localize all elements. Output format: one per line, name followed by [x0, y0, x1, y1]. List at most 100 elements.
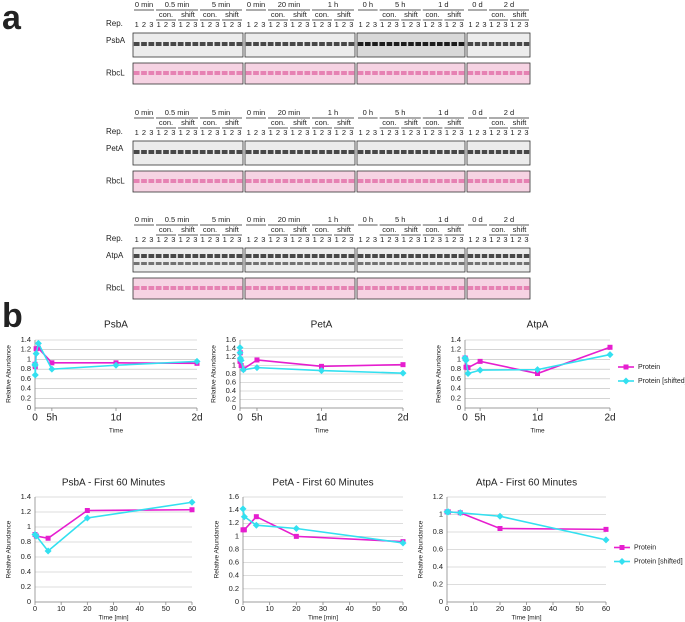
rbcl-band: [458, 179, 465, 183]
band: [221, 254, 228, 258]
rbcl-band: [319, 179, 325, 183]
condition-label: shift: [404, 225, 419, 234]
rbcl-band: [221, 71, 228, 75]
band: [422, 254, 429, 258]
band: [236, 262, 243, 265]
condition-label: con.: [382, 225, 396, 234]
time-label: 1 d: [438, 108, 448, 117]
band: [495, 42, 502, 46]
lane-label: 1: [359, 20, 363, 29]
band: [177, 42, 184, 46]
band: [523, 262, 530, 265]
band: [348, 150, 355, 154]
series-line: [447, 511, 607, 541]
rbcl-band: [341, 286, 347, 290]
band: [437, 254, 443, 258]
band: [341, 254, 347, 258]
band: [408, 254, 414, 258]
band: [415, 254, 421, 258]
band: [207, 254, 213, 258]
time-label: 5 h: [395, 0, 405, 9]
rbcl-band: [304, 286, 311, 290]
rbcl-band: [333, 71, 340, 75]
band: [177, 254, 184, 258]
lane-label: 2: [320, 20, 324, 29]
marker: [399, 539, 407, 547]
band: [458, 42, 465, 46]
band: [245, 42, 252, 46]
band: [253, 262, 259, 265]
rbcl-band: [379, 179, 385, 183]
lane-label: 1: [135, 128, 139, 137]
marker: [239, 366, 247, 374]
marker: [239, 505, 247, 513]
band: [326, 42, 333, 46]
rbcl-band: [148, 286, 155, 290]
lane-label: 1: [359, 235, 363, 244]
band: [401, 254, 407, 258]
rbcl-band: [260, 286, 267, 290]
rbcl-band: [401, 179, 407, 183]
rbcl-band: [451, 286, 457, 290]
band: [326, 262, 333, 265]
x-tick-label: 5h: [251, 413, 262, 424]
rbcl-band: [467, 71, 474, 75]
lane-label: 2: [254, 128, 258, 137]
band: [199, 254, 206, 258]
marker: [34, 339, 42, 347]
band: [170, 262, 177, 265]
band: [155, 254, 162, 258]
band: [516, 150, 523, 154]
lane-label: 3: [149, 235, 153, 244]
lane-label: 2: [452, 20, 456, 29]
band: [365, 262, 371, 265]
time-label: 0 min: [247, 0, 265, 9]
band: [429, 262, 436, 265]
marker: [44, 547, 52, 555]
time-label: 1 d: [438, 0, 448, 9]
band: [148, 262, 155, 265]
lane-label: 1: [359, 128, 363, 137]
rbcl-band: [467, 179, 474, 183]
rbcl-band: [170, 71, 177, 75]
lane-label: 2: [431, 20, 435, 29]
x-tick-label: 2d: [191, 413, 202, 424]
rbcl-band: [415, 71, 421, 75]
band: [245, 254, 252, 258]
band: [502, 42, 509, 46]
condition-label: con.: [491, 10, 505, 19]
marker: [236, 349, 244, 357]
band: [437, 150, 443, 154]
lane-label: 1: [269, 128, 273, 137]
band: [467, 150, 474, 154]
y-tick-label: 0.6: [433, 544, 443, 553]
band: [163, 42, 169, 46]
lane-label: 3: [395, 235, 399, 244]
band: [333, 42, 340, 46]
x-tick-label: 0: [33, 604, 37, 613]
lane-label: 1: [179, 20, 183, 29]
band: [333, 262, 340, 265]
lane-label: 1: [489, 20, 493, 29]
band: [207, 150, 213, 154]
lane-label: 2: [496, 20, 500, 29]
band: [437, 262, 443, 265]
chart-title: AtpA - First 60 Minutes: [476, 478, 577, 489]
rbcl-band: [214, 179, 221, 183]
x-tick-label: 20: [83, 604, 91, 613]
lane-label: 1: [179, 235, 183, 244]
blot: [244, 247, 356, 273]
marker: [622, 377, 630, 385]
time-label: 0 min: [135, 215, 153, 224]
y-tick-label: 1.2: [21, 507, 31, 516]
rbcl-band: [207, 286, 213, 290]
marker: [238, 363, 244, 368]
marker: [400, 362, 406, 368]
marker: [602, 536, 610, 544]
x-tick-label: 5h: [475, 413, 486, 424]
x-tick-label: 50: [162, 604, 170, 613]
rbcl-band: [429, 286, 436, 290]
band: [319, 262, 325, 265]
lane-label: 1: [380, 235, 384, 244]
lane-label: 2: [208, 235, 212, 244]
